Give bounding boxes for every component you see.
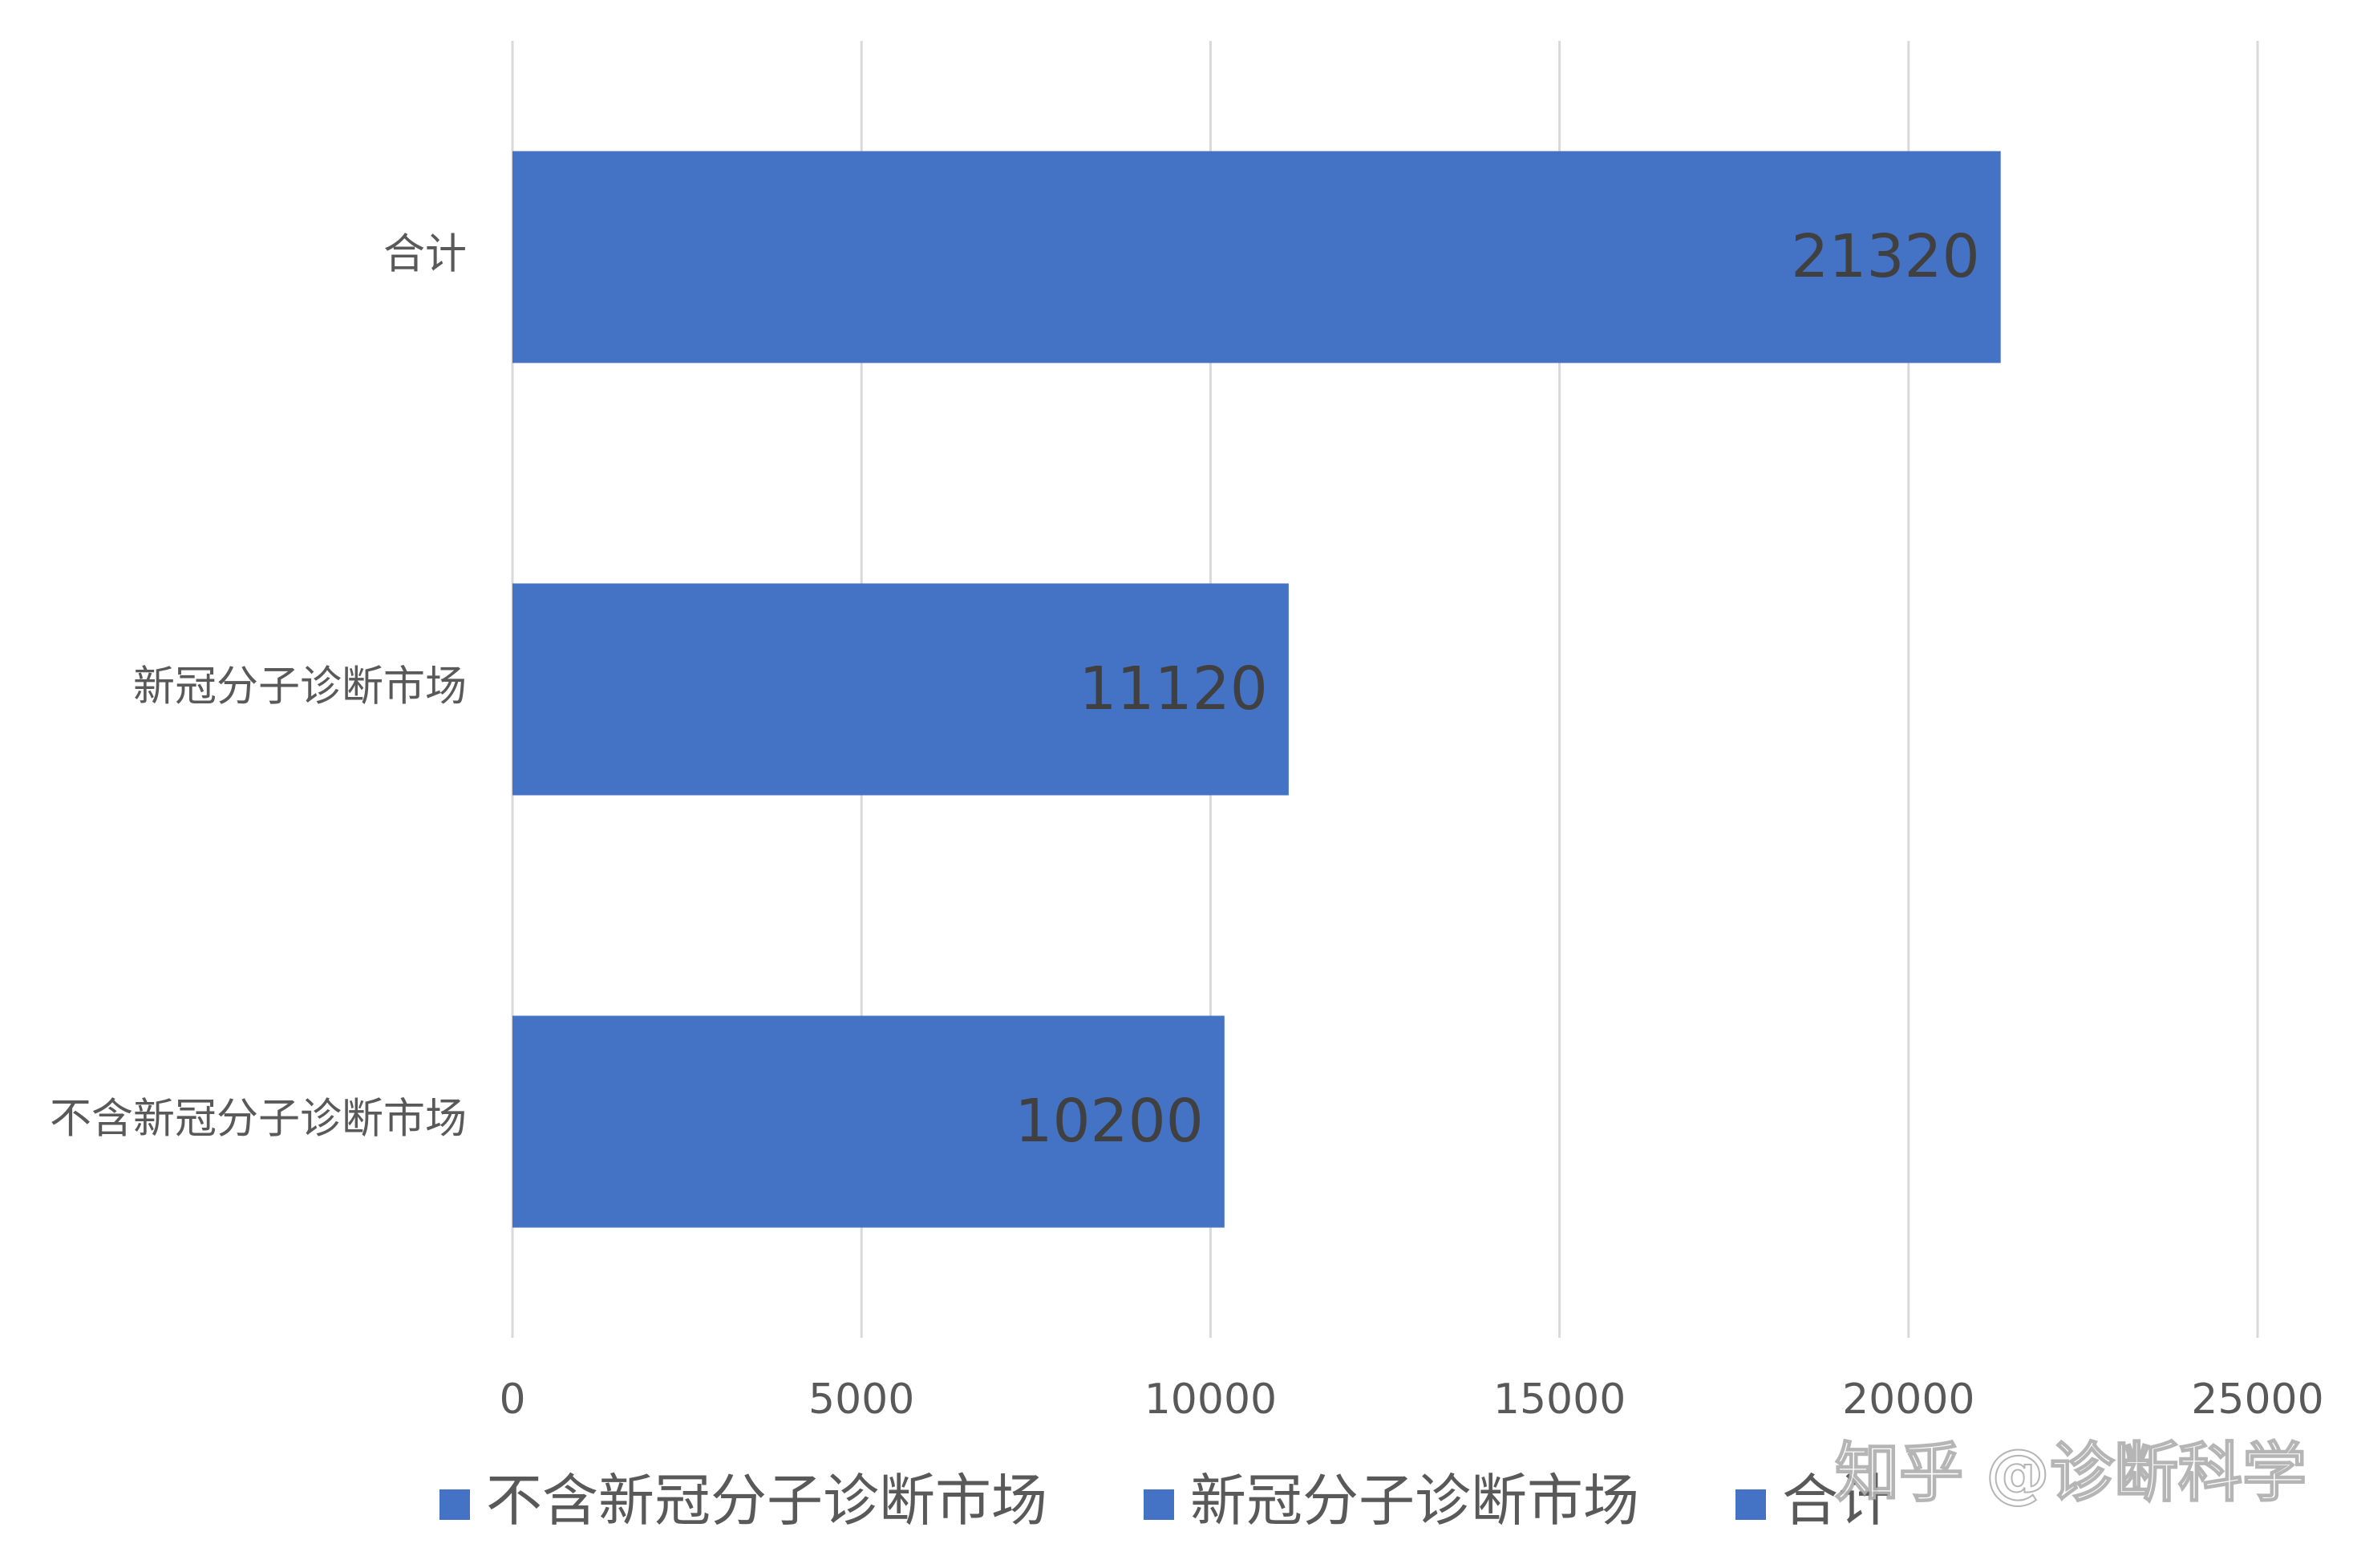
x-tick-label: 5000 [808, 1376, 914, 1424]
value-label: 10200 [1015, 1087, 1203, 1156]
value-label: 21320 [1791, 222, 1979, 291]
x-tick-label: 10000 [1144, 1376, 1277, 1424]
watermark: 知乎 @诊断科学 [1835, 1436, 2306, 1510]
legend-label: 合计 [1782, 1468, 1894, 1534]
x-tick-label: 15000 [1493, 1376, 1626, 1424]
y-tick-label: 不含新冠分子诊断市场 [50, 1096, 467, 1144]
x-tick-label: 25000 [2191, 1376, 2323, 1424]
bar [512, 151, 2001, 363]
legend-swatch [439, 1489, 470, 1520]
bar [512, 583, 1289, 796]
y-tick-label: 新冠分子诊断市场 [133, 663, 467, 711]
legend-label: 不含新冠分子诊断市场 [486, 1468, 1047, 1534]
y-tick-label: 合计 [383, 231, 467, 279]
legend-swatch [1144, 1489, 1174, 1520]
legend-label: 新冠分子诊断市场 [1190, 1468, 1639, 1534]
value-label: 11120 [1079, 654, 1267, 723]
legend-swatch [1735, 1489, 1766, 1520]
x-tick-label: 0 [499, 1376, 525, 1424]
bar [512, 1015, 1225, 1228]
x-tick-label: 20000 [1842, 1376, 1974, 1424]
